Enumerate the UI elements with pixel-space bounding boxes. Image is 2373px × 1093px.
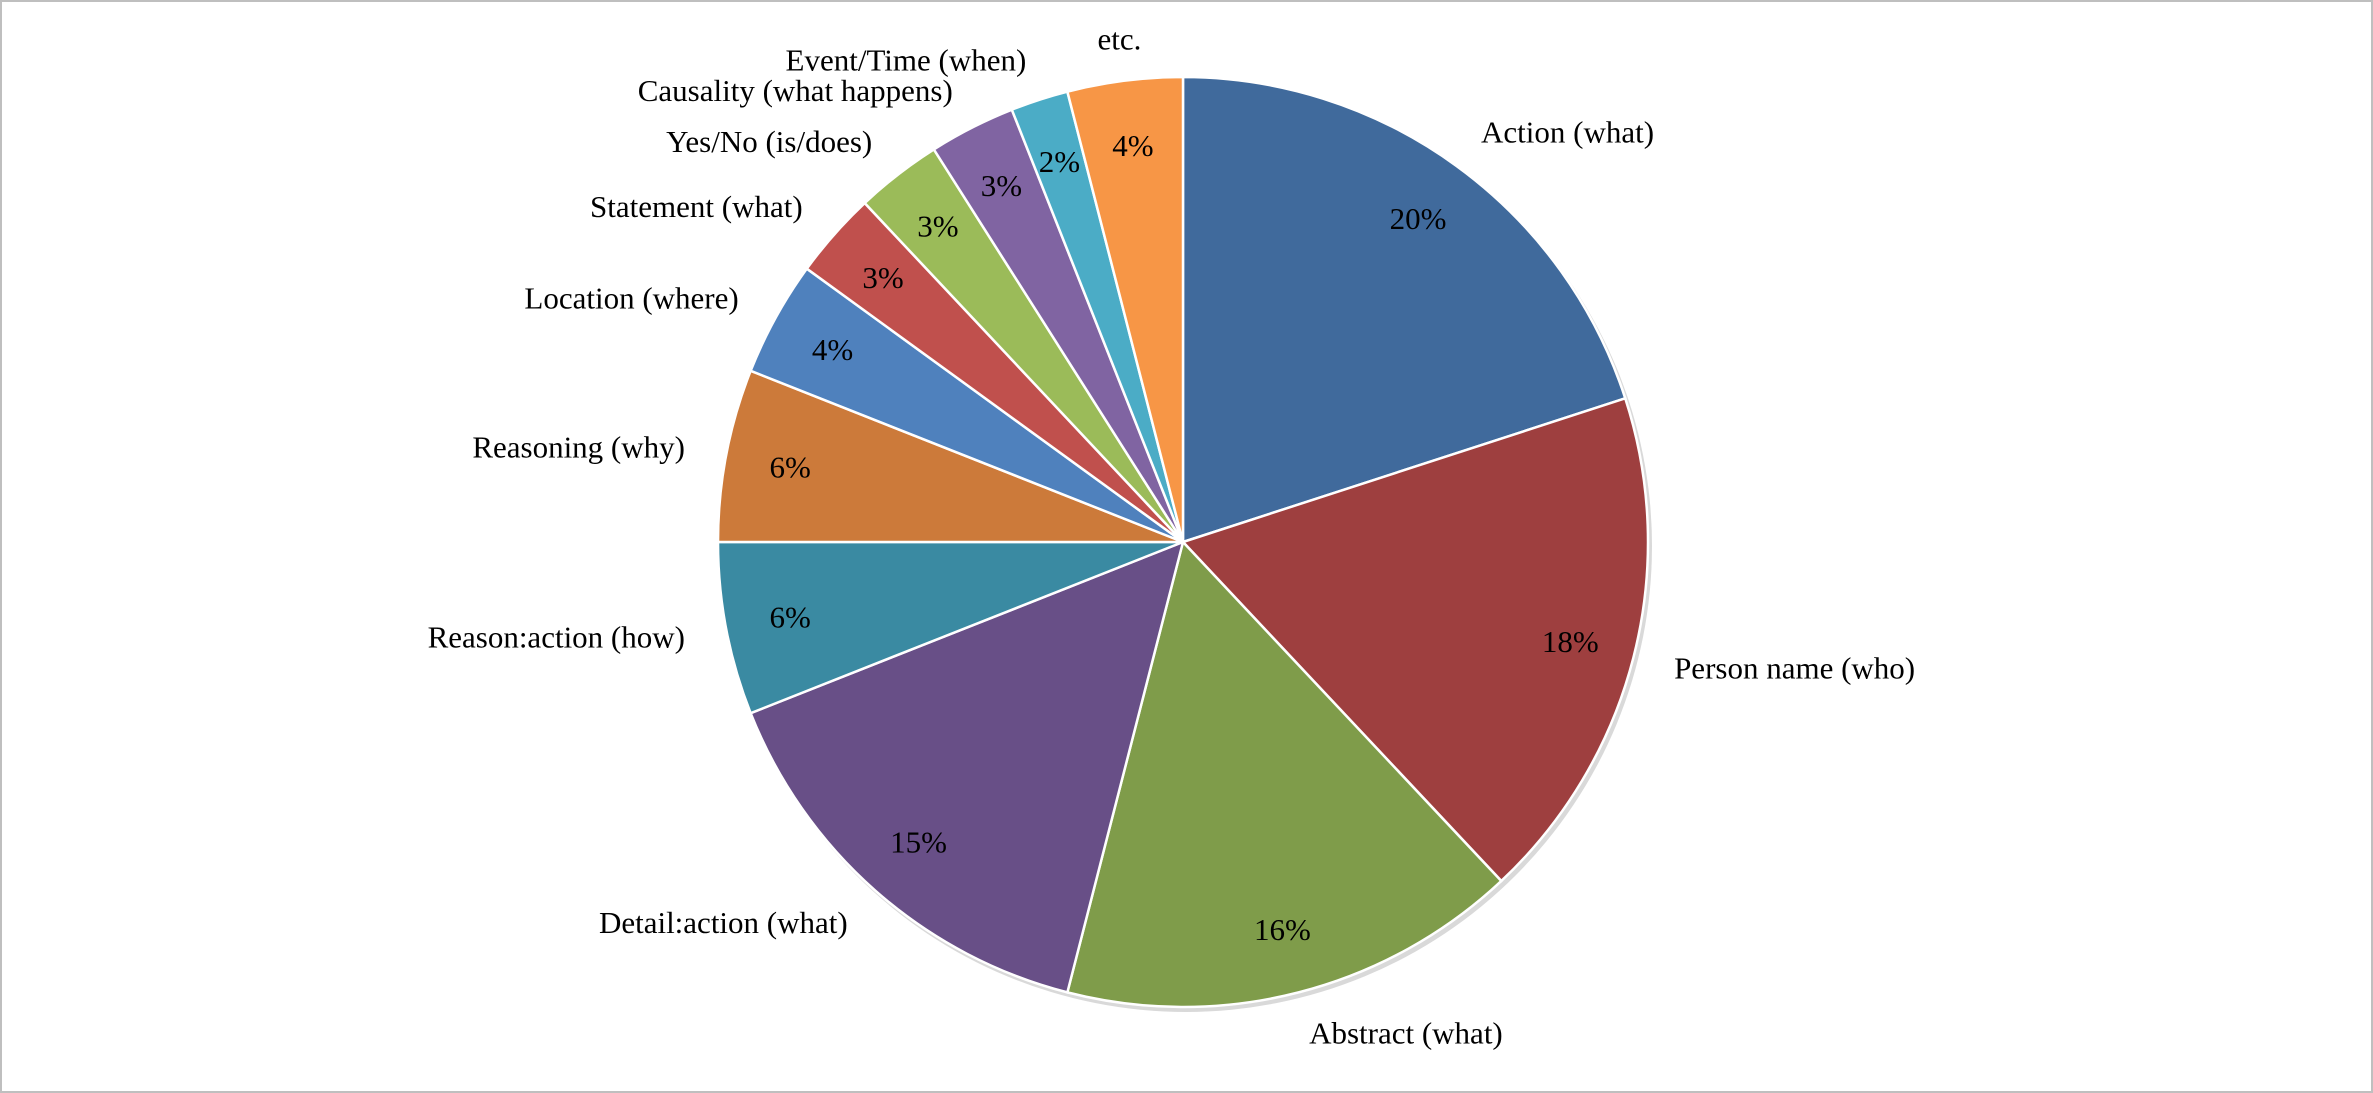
percent-label-reasoning-why: 6% bbox=[770, 450, 811, 485]
slice-action-what bbox=[1181, 75, 1627, 544]
slice-person-name-who bbox=[1180, 396, 1650, 883]
pie-slices bbox=[716, 75, 1652, 1012]
percent-label-person-name-who: 18% bbox=[1542, 624, 1599, 659]
category-label-statement-what: Statement (what) bbox=[590, 189, 803, 224]
category-label-etc: etc. bbox=[1098, 21, 1142, 56]
category-label-yes-no-is-does: Yes/No (is/does) bbox=[666, 124, 872, 159]
category-label-reason-action-how: Reason:action (how) bbox=[428, 620, 685, 655]
percent-label-location-where: 4% bbox=[812, 332, 853, 367]
category-label-detail-action-what: Detail:action (what) bbox=[599, 905, 848, 940]
category-label-abstract-what: Abstract (what) bbox=[1309, 1016, 1503, 1051]
category-label-person-name-who: Person name (who) bbox=[1674, 651, 1915, 686]
category-label-reasoning-why: Reasoning (why) bbox=[472, 429, 685, 464]
percent-label-reason-action-how: 6% bbox=[770, 599, 811, 634]
slice-reasoning-why bbox=[716, 369, 1184, 544]
category-label-action-what: Action (what) bbox=[1481, 114, 1654, 149]
slice-abstract-what bbox=[1065, 539, 1504, 1009]
category-label-location-where: Location (where) bbox=[524, 280, 738, 315]
percent-label-causality-what-happens: 3% bbox=[981, 168, 1022, 203]
percent-label-detail-action-what: 15% bbox=[890, 824, 947, 859]
percent-label-statement-what: 3% bbox=[862, 260, 903, 295]
category-label-event-time-when: Event/Time (when) bbox=[786, 42, 1027, 77]
category-labels: Action (what) Person name (who) Abstract (… bbox=[428, 21, 1916, 1050]
slice-reason-action-how bbox=[716, 540, 1184, 715]
percent-label-action-what: 20% bbox=[1390, 201, 1447, 236]
percent-label-etc: 4% bbox=[1112, 128, 1153, 163]
percent-label-abstract-what: 16% bbox=[1254, 912, 1311, 947]
slice-etc bbox=[1065, 75, 1185, 543]
slice-detail-action-what bbox=[749, 539, 1185, 994]
percentage-labels: 20% 18% 16% 15% 6% 6% 4% 3% 3% 3% 2% 4% bbox=[770, 128, 1599, 947]
percent-label-event-time-when: 2% bbox=[1039, 144, 1080, 179]
percent-label-yes-no-is-does: 3% bbox=[917, 209, 958, 244]
category-label-causality-what-happens: Causality (what happens) bbox=[638, 73, 953, 108]
